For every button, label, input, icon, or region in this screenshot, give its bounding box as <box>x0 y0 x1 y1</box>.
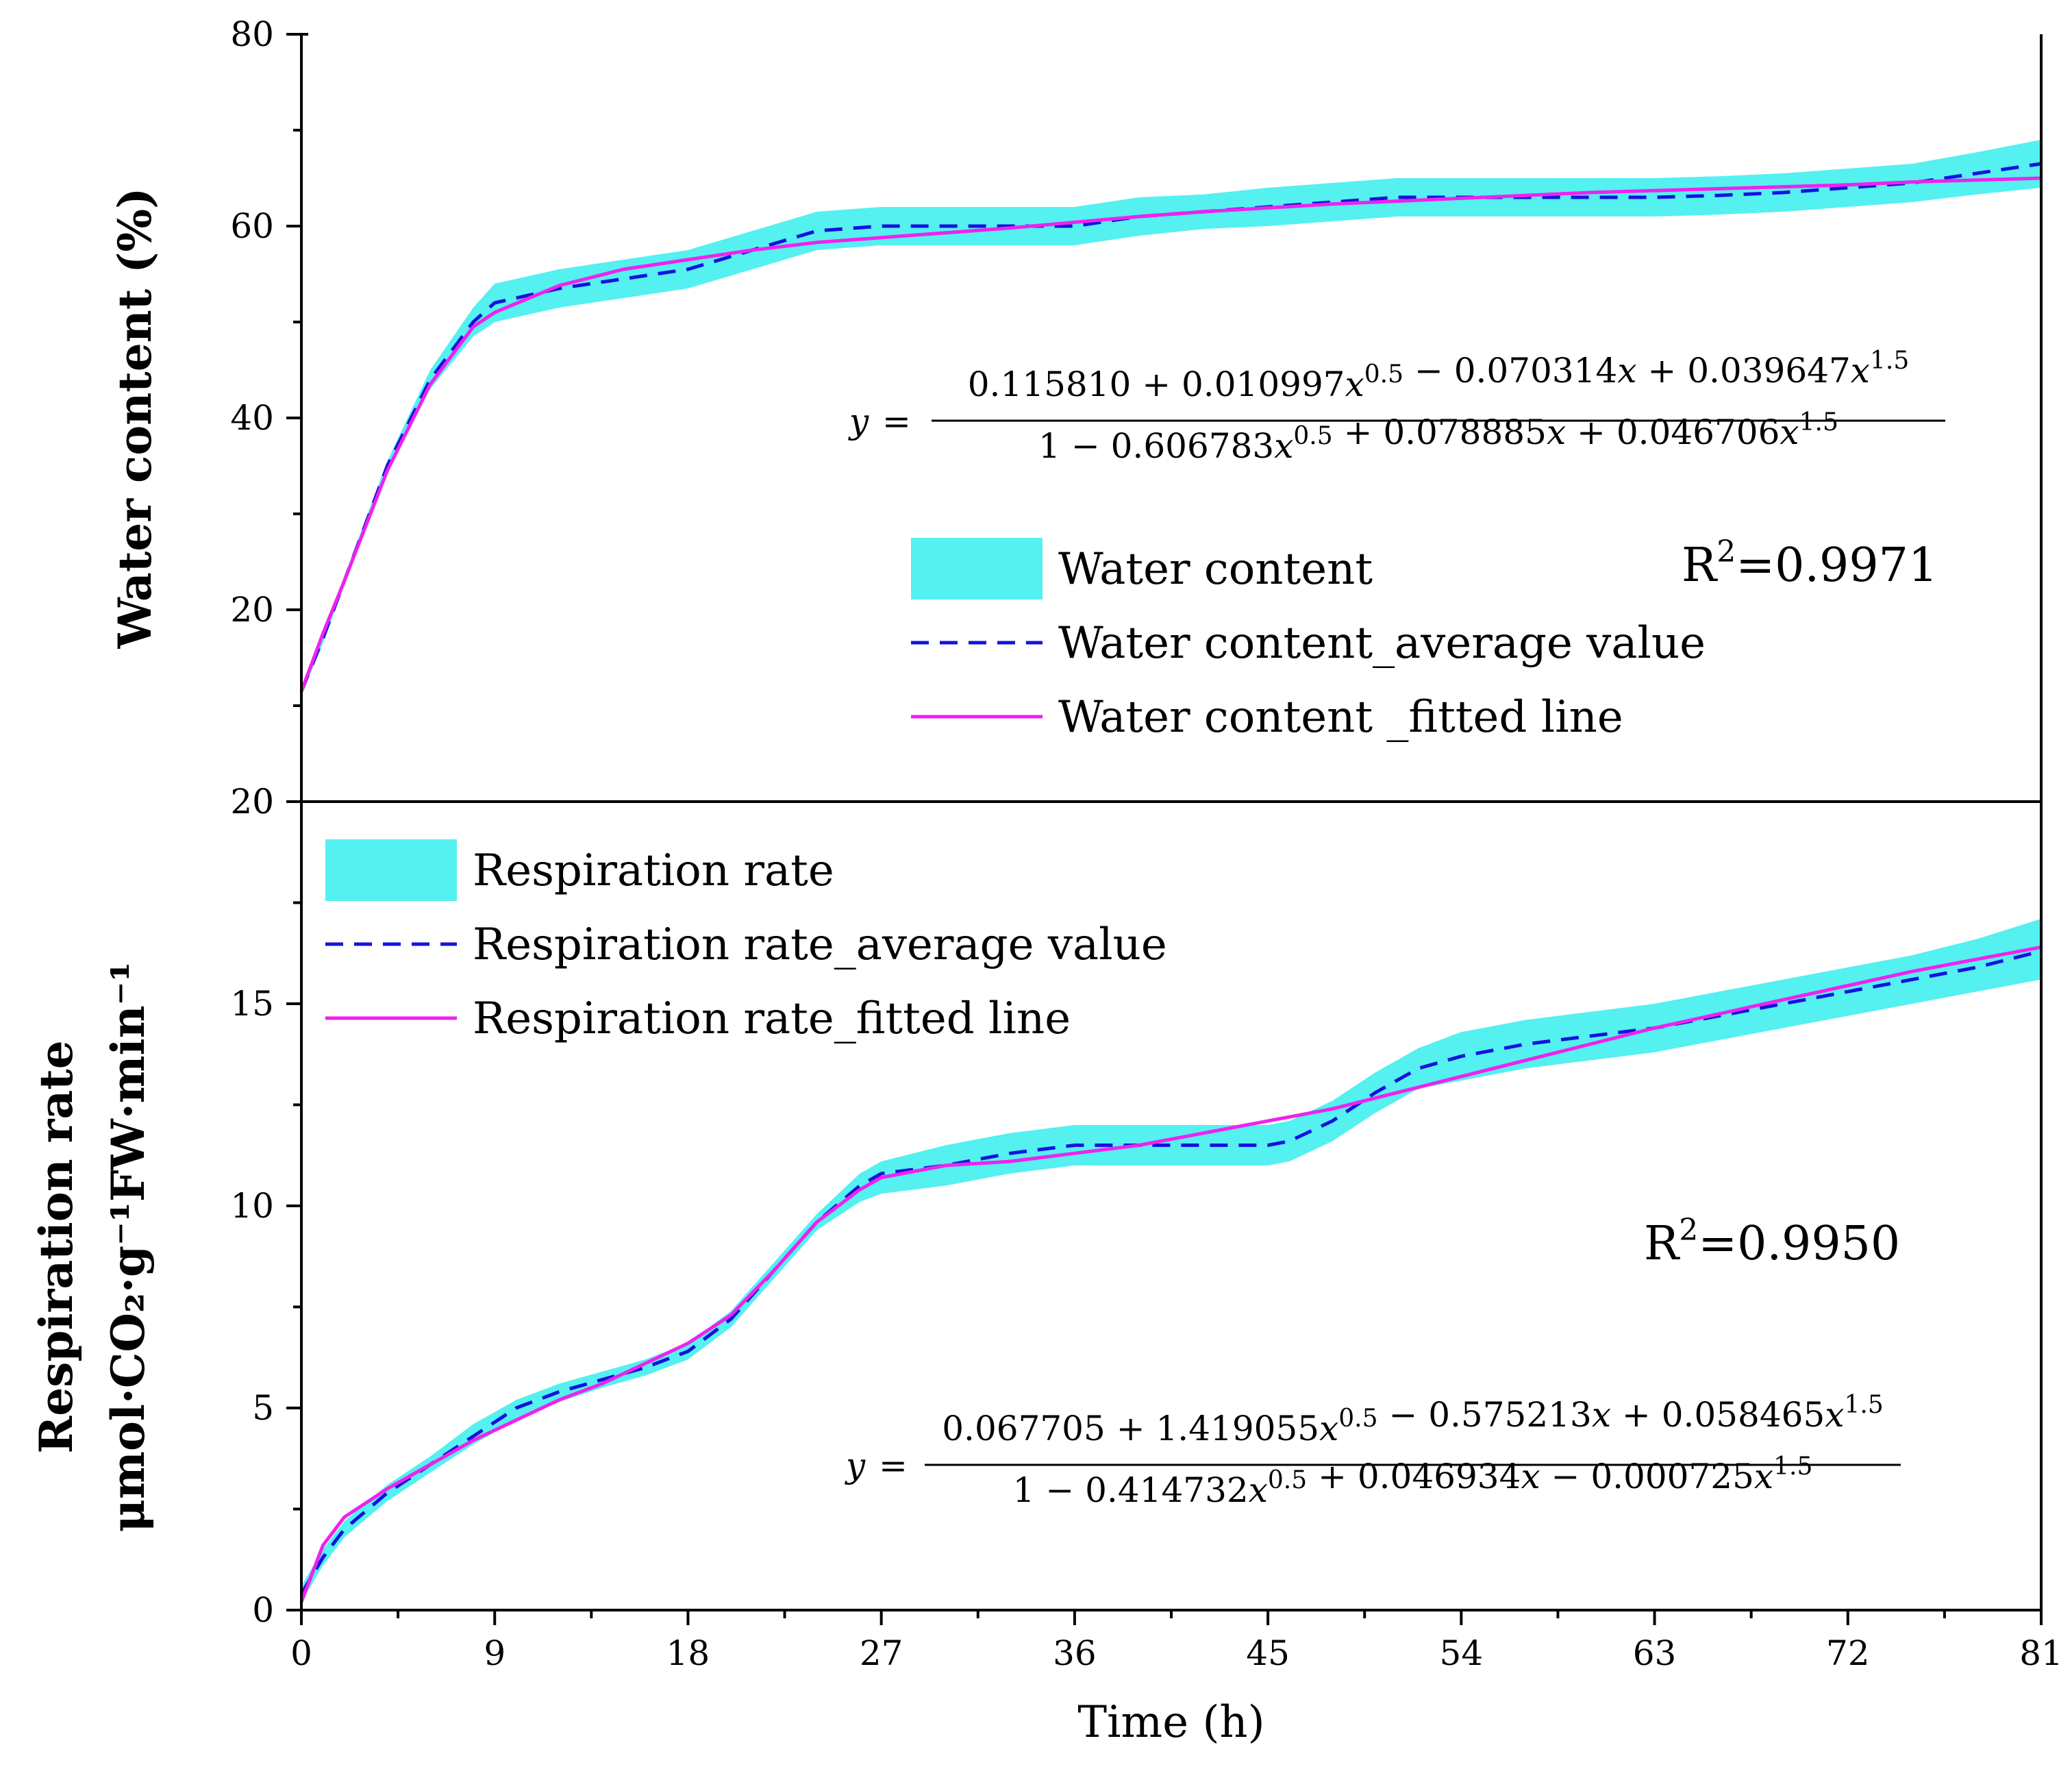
respiration-eq-numerator-var: x <box>1319 1409 1338 1448</box>
water-eq-denominator-term: 1 − 0.606783 <box>1038 426 1274 466</box>
respiration-eq-denominator-term: 1 − 0.414732 <box>1013 1470 1249 1510</box>
water-eq-denominator-var: x <box>1274 426 1293 466</box>
water-eq-denominator-exp: 1.5 <box>1799 408 1838 436</box>
water-eq-numerator-term: + 0.039647 <box>1637 351 1851 391</box>
xtick-label: 27 <box>860 1633 903 1673</box>
respiration-legend-label: Respiration rate_average value <box>473 919 1167 970</box>
respiration-eq-denominator-term: − 0.000725 <box>1540 1457 1754 1496</box>
xtick-label: 9 <box>484 1633 505 1673</box>
xtick-label: 36 <box>1053 1633 1097 1673</box>
xtick-label: 18 <box>666 1633 710 1673</box>
water-eq-denominator: 1 − 0.606783x0.5 + 0.078885x + 0.046706x… <box>1038 408 1838 466</box>
xtick-label: 54 <box>1440 1633 1484 1673</box>
respiration-ytick-label: 20 <box>230 782 274 821</box>
respiration-eq-numerator-exp: 0.5 <box>1338 1405 1377 1433</box>
water-eq-denominator-var: x <box>1547 412 1566 452</box>
water-ytick-label: 40 <box>230 398 274 438</box>
respiration-r2-value: =0.9950 <box>1698 1217 1900 1271</box>
respiration-legend-label: Respiration rate_fitted line <box>473 993 1071 1044</box>
water-ytick-label: 20 <box>230 590 274 630</box>
respiration-r2: R2=0.9950 <box>1644 1213 1900 1271</box>
water-legend-label: Water content <box>1058 544 1373 595</box>
water-eq-numerator-var: x <box>1345 364 1364 404</box>
water-eq-denominator-var: x <box>1780 412 1799 452</box>
respiration-eq-denominator-exp: 1.5 <box>1773 1453 1812 1481</box>
respiration-eq-numerator-exp: 1.5 <box>1844 1391 1883 1419</box>
respiration-band <box>301 919 2041 1603</box>
water-legend-label: Water content_average value <box>1058 618 1706 669</box>
respiration-ylabel-line: μmol·CO₂·g⁻¹FW·min⁻¹ <box>101 962 155 1533</box>
respiration-eq-denominator-var: x <box>1249 1470 1268 1510</box>
water-eq-denominator-term: + 0.078885 <box>1333 412 1547 452</box>
water-eq-denominator-exp: 0.5 <box>1293 422 1332 450</box>
water-legend-label: Water content _fitted line <box>1058 692 1623 743</box>
water-r2: R2=0.9971 <box>1682 534 1938 593</box>
respiration-r2-prefix: R <box>1644 1217 1680 1271</box>
water-ylabel: Water content (%) <box>108 188 162 650</box>
xtick-label: 63 <box>1633 1633 1677 1673</box>
water-r2-prefix: R <box>1682 539 1718 593</box>
respiration-eq-denominator-exp: 0.5 <box>1268 1466 1307 1494</box>
respiration-fitted-line <box>299 945 2042 1603</box>
water-eq-numerator-term: − 0.070314 <box>1403 351 1617 391</box>
water-eq-lhs: y <box>848 401 869 441</box>
water-fitted-line <box>299 176 2042 692</box>
water-average-line <box>299 162 2042 692</box>
respiration-r2-sup: 2 <box>1679 1213 1698 1248</box>
respiration-eq-numerator: 0.067705 + 1.419055x0.5 − 0.575213x + 0.… <box>942 1391 1884 1448</box>
water-eq-numerator: 0.115810 + 0.010997x0.5 − 0.070314x + 0.… <box>968 347 1910 404</box>
water-eq-numerator-var: x <box>1617 351 1636 391</box>
respiration-ytick-label: 5 <box>252 1388 274 1428</box>
respiration-ytick-label: 10 <box>230 1186 274 1226</box>
respiration-eq-numerator-var: x <box>1825 1395 1844 1435</box>
water-band <box>301 140 2041 696</box>
x-axis-title: Time (h) <box>1077 1697 1264 1748</box>
respiration-eq-numerator-term: + 0.058465 <box>1611 1395 1825 1435</box>
xtick-label: 45 <box>1246 1633 1290 1673</box>
respiration-eq-denominator-term: + 0.046934 <box>1307 1457 1521 1496</box>
respiration-eq-equals: = <box>879 1446 908 1485</box>
water-ytick-label: 80 <box>230 14 274 54</box>
water-eq-numerator-exp: 1.5 <box>1870 347 1909 375</box>
respiration-eq-numerator-term: 0.067705 + 1.419055 <box>942 1409 1319 1448</box>
respiration-ytick-label: 15 <box>230 984 274 1024</box>
respiration-legend-label: Respiration rate <box>473 845 834 896</box>
xtick-label: 72 <box>1826 1633 1870 1673</box>
water-eq-numerator-exp: 0.5 <box>1364 360 1403 388</box>
respiration-eq-denominator-var: x <box>1521 1457 1540 1496</box>
xtick-label: 0 <box>290 1633 312 1673</box>
respiration-ytick-label: 0 <box>252 1590 274 1630</box>
water-eq-denominator-term: + 0.046706 <box>1566 412 1780 452</box>
respiration-ylabel-line: Respiration rate <box>29 1040 83 1453</box>
respiration-eq-numerator-term: − 0.575213 <box>1378 1395 1592 1435</box>
water-eq-numerator-var: x <box>1851 351 1870 391</box>
respiration-average-line <box>299 949 2042 1595</box>
respiration-eq-denominator: 1 − 0.414732x0.5 + 0.046934x − 0.000725x… <box>1013 1453 1813 1510</box>
respiration-legend-band-swatch <box>325 839 457 901</box>
water-r2-value: =0.9971 <box>1736 539 1938 593</box>
water-r2-sup: 2 <box>1717 534 1736 569</box>
water-eq-equals: = <box>882 401 911 441</box>
respiration-eq-lhs: y <box>845 1446 866 1485</box>
xtick-label: 81 <box>2019 1633 2063 1673</box>
water-eq-numerator-term: 0.115810 + 0.010997 <box>968 364 1345 404</box>
respiration-eq-numerator-var: x <box>1592 1395 1611 1435</box>
water-legend-band-swatch <box>911 538 1043 600</box>
respiration-eq-denominator-var: x <box>1754 1457 1773 1496</box>
water-ytick-label: 0 <box>252 782 274 821</box>
water-ytick-label: 60 <box>230 206 274 246</box>
